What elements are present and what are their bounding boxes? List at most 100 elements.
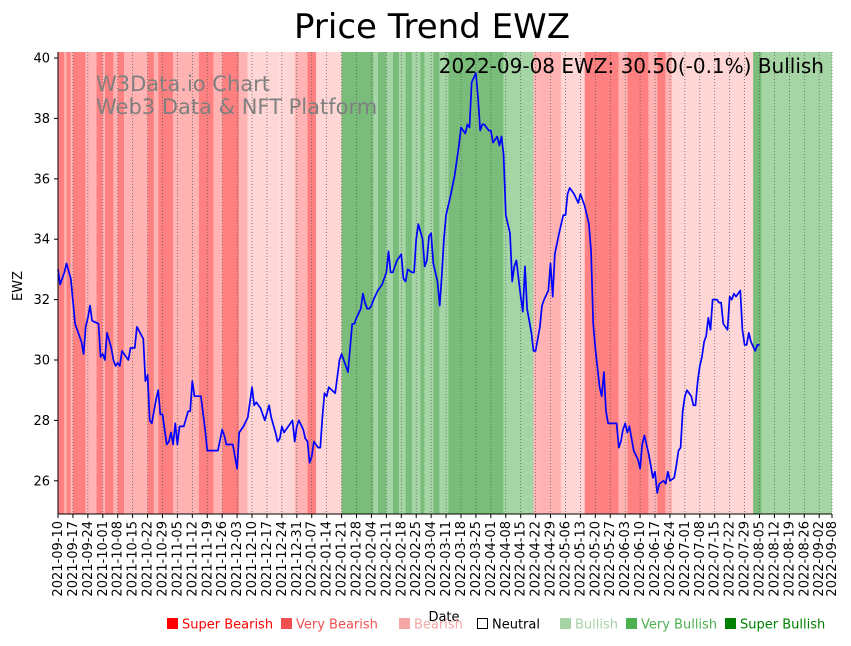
- sentiment-band-47: [665, 52, 673, 514]
- sentiment-band-9: [113, 52, 118, 514]
- sentiment-band-13: [153, 52, 159, 514]
- x-tick-label: 2021-12-03: [230, 521, 245, 597]
- legend-label: Bullish: [575, 618, 618, 633]
- x-tick-label: 2021-09-24: [81, 521, 96, 597]
- chart-title: Price Trend EWZ: [294, 7, 570, 47]
- x-tick-label: 2022-06-17: [648, 521, 663, 597]
- x-tick-label: 2022-09-02: [812, 521, 827, 597]
- x-tick-label: 2022-04-08: [499, 521, 514, 597]
- sentiment-band-20: [247, 52, 280, 514]
- sentiment-band-31: [405, 52, 412, 514]
- price-series: [57, 72, 760, 494]
- sentiment-band-28: [386, 52, 393, 514]
- legend-swatch: [399, 618, 410, 629]
- legend-swatch: [725, 618, 736, 629]
- sentiment-band-30: [399, 52, 406, 514]
- y-tick-label: 38: [33, 112, 50, 127]
- sentiment-band-36: [439, 52, 449, 514]
- sentiment-band-50: [761, 52, 832, 514]
- sentiment-band-22: [294, 52, 308, 514]
- y-tick-label: 32: [33, 293, 50, 308]
- legend-label: Very Bullish: [641, 618, 717, 633]
- x-axis-label: Date: [428, 610, 459, 625]
- sentiment-band-17: [213, 52, 223, 514]
- x-tick-label: 2021-11-05: [170, 521, 185, 597]
- x-tick-label: 2022-07-01: [678, 521, 693, 597]
- legend-label: Bearish: [414, 618, 463, 633]
- x-tick-label: 2021-12-31: [290, 521, 305, 597]
- sentiment-band-46: [657, 52, 666, 514]
- y-tick-label: 26: [33, 474, 50, 489]
- legend-label: Super Bearish: [182, 618, 273, 633]
- x-tick-label: 2022-08-19: [782, 521, 797, 597]
- x-tick-label: 2022-04-22: [529, 521, 544, 597]
- x-tick-label: 2021-10-01: [96, 521, 111, 597]
- x-tick-label: 2021-11-12: [185, 521, 200, 597]
- sentiment-band-34: [424, 52, 434, 514]
- x-tick-label: 2022-05-27: [603, 521, 618, 597]
- x-tick-label: 2022-01-28: [350, 521, 365, 597]
- watermark-line-2: Web3 Data & NFT Platform: [96, 95, 377, 119]
- sentiment-band-12: [147, 52, 154, 514]
- sentiment-band-41: [561, 52, 585, 514]
- x-tick-label: 2021-12-17: [260, 521, 275, 597]
- sentiment-band-21: [279, 52, 295, 514]
- sentiment-band-6: [96, 52, 103, 514]
- sentiment-band-4: [72, 52, 86, 514]
- x-tick-label: 2022-08-26: [797, 521, 812, 597]
- x-tick-label: 2022-02-25: [409, 521, 424, 597]
- x-tick-label: 2022-02-18: [394, 521, 409, 597]
- legend-label: Neutral: [492, 618, 540, 633]
- sentiment-band-19: [239, 52, 248, 514]
- x-tick-label: 2021-10-22: [141, 521, 156, 597]
- sentiment-band-26: [373, 52, 378, 514]
- x-tick-label: 2022-01-14: [320, 521, 335, 597]
- legend-swatch: [560, 618, 571, 629]
- x-tick-label: 2022-07-22: [723, 521, 738, 597]
- x-tick-label: 2022-01-07: [305, 521, 320, 597]
- sentiment-bands: [58, 52, 832, 514]
- x-tick-label: 2022-07-08: [693, 521, 708, 597]
- x-tick-label: 2022-07-29: [738, 521, 753, 597]
- sentiment-band-25: [341, 52, 374, 514]
- x-tick-label: 2022-03-04: [424, 521, 439, 597]
- x-tick-label: 2022-08-12: [767, 521, 782, 597]
- x-tick-label: 2022-02-11: [379, 521, 394, 597]
- x-tick-label: 2022-09-08: [825, 521, 840, 597]
- x-tick-label: 2022-06-24: [663, 521, 678, 597]
- legend-label: Super Bullish: [740, 618, 825, 633]
- x-tick-label: 2022-06-10: [633, 521, 648, 597]
- sentiment-band-48: [672, 52, 754, 514]
- y-ticks: 26 28 30 32 34 36 38 40: [33, 52, 58, 489]
- x-tick-label: 2022-04-01: [484, 521, 499, 597]
- y-tick-label: 34: [33, 233, 50, 248]
- axes: [57, 52, 832, 515]
- legend-swatch: [167, 618, 178, 629]
- x-tick-label: 2022-05-20: [588, 521, 603, 597]
- x-gridlines: [57, 52, 833, 514]
- legend-swatch-neutral: [477, 618, 488, 629]
- legend-swatch: [626, 618, 637, 629]
- watermark-line-1: W3Data.io Chart: [96, 72, 270, 96]
- x-tick-label: 2022-05-13: [573, 521, 588, 597]
- sentiment-band-29: [392, 52, 400, 514]
- latest-price-annotation: 2022-09-08 EWZ: 30.50(-0.1%) Bullish: [439, 54, 824, 78]
- x-tick-label: 2021-10-15: [126, 521, 141, 597]
- sentiment-band-49: [753, 52, 762, 514]
- y-tick-label: 40: [33, 52, 50, 67]
- x-tick-label: 2021-11-19: [200, 521, 215, 597]
- sentiment-band-10: [117, 52, 125, 514]
- x-tick-label: 2021-09-10: [51, 521, 66, 597]
- sentiment-band-45: [648, 52, 658, 514]
- sentiment-band-18: [222, 52, 240, 514]
- x-tick-label: 2022-04-29: [544, 521, 559, 597]
- sentiment-band-2: [66, 52, 71, 514]
- sentiment-band-8: [104, 52, 114, 514]
- x-tick-label: 2021-12-24: [275, 521, 290, 597]
- x-tick-label: 2022-01-21: [335, 521, 350, 597]
- x-tick-label: 2022-02-04: [364, 521, 379, 597]
- x-tick-label: 2021-12-10: [245, 521, 260, 597]
- x-tick-label: 2022-07-15: [708, 521, 723, 597]
- sentiment-band-35: [433, 52, 440, 514]
